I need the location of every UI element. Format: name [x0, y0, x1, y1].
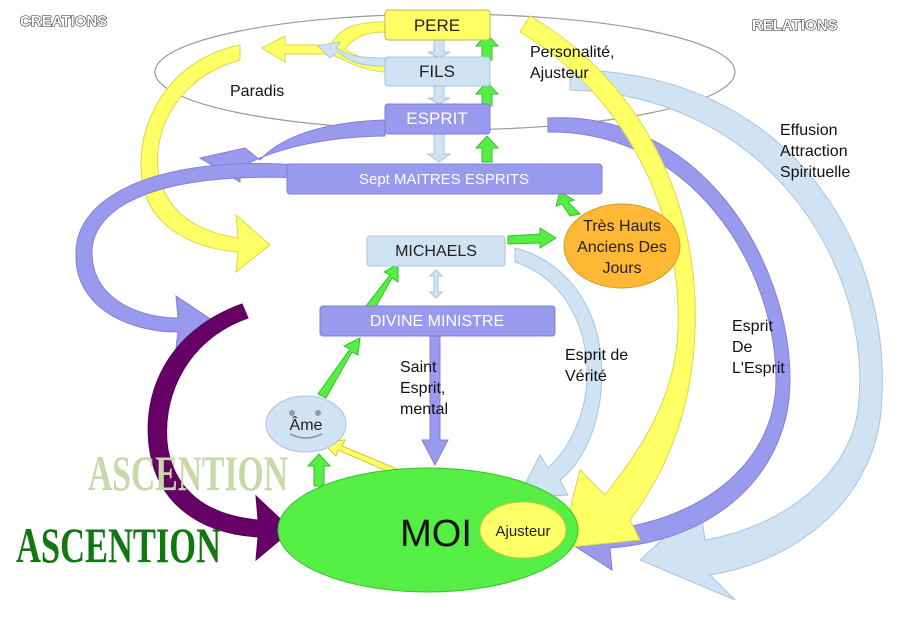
esprit-de-esprit-arc	[547, 117, 791, 571]
node-pere	[384, 9, 491, 41]
node-tres-hauts	[563, 203, 681, 289]
arrow-pere-fils	[427, 39, 451, 59]
node-moi-label: MOI	[400, 513, 472, 555]
green-arrow-moi-ame	[306, 453, 332, 487]
yellow-creation-curve	[140, 44, 271, 274]
node-divine-ministre-label: DIVINE MINISTRE	[370, 313, 504, 330]
node-tres-hauts-line2: Anciens Des	[577, 239, 667, 256]
fils-left-arrow	[316, 41, 386, 67]
node-fils	[384, 56, 491, 87]
ame-eye-right	[315, 410, 321, 416]
green-arrow-tres-sept	[555, 191, 582, 217]
node-tres-hauts-line1: Très Hauts	[583, 218, 661, 235]
label-esprit-de-esprit-1: Esprit	[732, 318, 773, 335]
node-sept-maitres-label: Sept MAITRES ESPRITS	[359, 171, 529, 188]
arrow-michaels-divine	[428, 269, 444, 299]
arrow-fils-esprit	[427, 85, 451, 105]
label-esprit-verite-1: Esprit de	[565, 347, 628, 364]
node-moi	[277, 467, 579, 593]
header-creations: CREATIONS	[20, 13, 107, 30]
node-michaels	[366, 235, 506, 267]
node-ame	[265, 395, 347, 453]
ascention-title: ASCENTION	[16, 517, 221, 573]
node-ame-label: Âme	[290, 415, 323, 434]
label-saint-esprit-2: Esprit,	[400, 380, 445, 397]
green-arrow-ame-divine	[317, 337, 361, 399]
green-arrow-michaels-tres	[507, 227, 557, 249]
ascention-shadow: ASCENTION	[88, 445, 288, 501]
effusion-arc	[569, 69, 883, 601]
label-effusion-3: Spirituelle	[780, 164, 850, 181]
label-esprit-de-esprit-2: De	[732, 339, 753, 356]
label-effusion-2: Attraction	[780, 143, 848, 160]
label-personalite-2: Ajusteur	[530, 65, 589, 82]
node-fils-label: FILS	[419, 62, 455, 81]
ascention-arc	[147, 303, 293, 562]
green-arrow-divine-michaels	[365, 263, 399, 311]
node-sept-maitres	[286, 163, 603, 195]
label-effusion-1: Effusion	[780, 122, 838, 139]
node-divine-ministre	[319, 305, 556, 337]
lavender-big-arc	[75, 162, 301, 350]
green-arrow-2	[474, 81, 500, 107]
ame-eye-left	[289, 410, 295, 416]
ame-smile	[289, 433, 323, 439]
lavender-creation-arc	[198, 119, 386, 183]
header-relations: RELATIONS	[752, 17, 838, 34]
label-saint-esprit-3: mental	[400, 401, 448, 418]
node-esprit	[384, 103, 491, 135]
node-esprit-label: ESPRIT	[406, 109, 467, 128]
node-ajusteur-label: Ajusteur	[495, 523, 550, 540]
label-esprit-de-esprit-3: L'Esprit	[732, 360, 785, 377]
node-tres-hauts-line3: Jours	[602, 260, 641, 277]
node-michaels-label: MICHAELS	[395, 243, 477, 260]
label-paradis: Paradis	[230, 83, 284, 100]
label-saint-esprit-1: Saint	[400, 359, 437, 376]
node-ajusteur	[479, 501, 567, 559]
arrow-esprit-sept	[426, 133, 452, 163]
green-arrow-3	[474, 135, 500, 163]
label-esprit-verite-2: Vérité	[565, 368, 607, 385]
label-personalite-1: Personalité,	[530, 44, 615, 61]
saint-esprit-arrow	[421, 335, 449, 467]
node-pere-label: PERE	[414, 16, 460, 35]
